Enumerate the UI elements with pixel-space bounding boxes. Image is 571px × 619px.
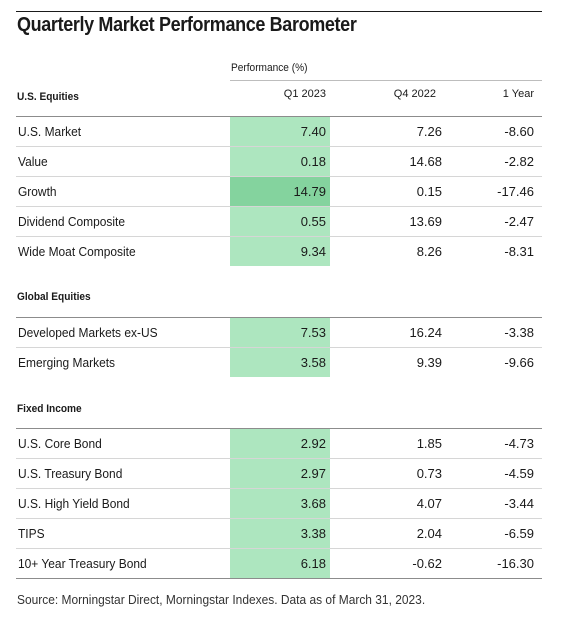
row-label: Dividend Composite xyxy=(18,214,126,229)
q1-highlight-cell xyxy=(230,318,330,347)
q1-highlight-cell xyxy=(230,489,330,518)
q4-value: 9.39 xyxy=(416,355,442,370)
row-divider xyxy=(16,146,542,147)
row-label: Value xyxy=(18,154,48,169)
q1-highlight-cell xyxy=(230,459,330,488)
table-row: Developed Markets ex-US 7.53 16.24 -3.38 xyxy=(16,318,542,348)
row-label: Developed Markets ex-US xyxy=(18,325,158,340)
one-year-value: -2.82 xyxy=(504,154,534,169)
q1-value: 14.79 xyxy=(293,184,326,199)
row-divider xyxy=(16,518,542,519)
performance-label: Performance (%) xyxy=(231,62,308,74)
q1-highlight-cell xyxy=(230,519,330,548)
table-row: Dividend Composite 0.55 13.69 -2.47 xyxy=(16,207,542,237)
q1-highlight-cell-strong xyxy=(230,177,330,206)
one-year-value: -6.59 xyxy=(504,526,534,541)
row-label: Growth xyxy=(18,184,57,199)
table-row: Wide Moat Composite 9.34 8.26 -8.31 xyxy=(16,237,542,267)
one-year-value: -3.44 xyxy=(504,496,534,511)
row-divider xyxy=(16,236,542,237)
q4-value: -0.62 xyxy=(412,556,442,571)
column-header-q1-2023: Q1 2023 xyxy=(283,88,326,100)
one-year-value: -9.66 xyxy=(504,355,534,370)
one-year-value: -3.38 xyxy=(504,325,534,340)
q4-value: 2.04 xyxy=(416,526,442,541)
q1-highlight-cell xyxy=(230,147,330,176)
q4-value: 8.26 xyxy=(416,244,442,259)
row-label: U.S. High Yield Bond xyxy=(18,496,130,511)
row-label: U.S. Market xyxy=(18,124,82,139)
q1-value: 3.68 xyxy=(300,496,326,511)
table-row: U.S. Core Bond 2.92 1.85 -4.73 xyxy=(16,429,542,459)
q1-highlight-cell xyxy=(230,549,330,578)
row-label: Wide Moat Composite xyxy=(18,244,136,259)
bottom-rule xyxy=(16,578,542,579)
q1-value: 0.55 xyxy=(300,214,326,229)
q1-highlight-cell xyxy=(230,207,330,236)
performance-rule xyxy=(230,80,542,81)
page-title: Quarterly Market Performance Barometer xyxy=(17,14,357,36)
section-header-us-equities: U.S. Equities xyxy=(17,91,79,103)
section-header-fixed-income: Fixed Income xyxy=(17,403,82,415)
one-year-value: -4.59 xyxy=(504,466,534,481)
source-note: Source: Morningstar Direct, Morningstar … xyxy=(17,592,426,607)
row-label: 10+ Year Treasury Bond xyxy=(18,556,147,571)
q1-highlight-cell xyxy=(230,237,330,266)
q1-value: 2.97 xyxy=(300,466,326,481)
one-year-value: -4.73 xyxy=(504,436,534,451)
q1-value: 6.18 xyxy=(300,556,326,571)
column-header-1-year: 1 Year xyxy=(502,88,534,100)
q4-value: 4.07 xyxy=(416,496,442,511)
q1-value: 3.58 xyxy=(300,355,326,370)
table-row: Emerging Markets 3.58 9.39 -9.66 xyxy=(16,348,542,378)
q4-value: 0.73 xyxy=(416,466,442,481)
q4-value: 13.69 xyxy=(409,214,442,229)
row-divider xyxy=(16,206,542,207)
section-header-global-equities: Global Equities xyxy=(17,291,91,303)
table-row: Value 0.18 14.68 -2.82 xyxy=(16,147,542,177)
q4-value: 14.68 xyxy=(409,154,442,169)
row-label: U.S. Treasury Bond xyxy=(18,466,123,481)
q1-value: 7.40 xyxy=(300,124,326,139)
table-row: TIPS 3.38 2.04 -6.59 xyxy=(16,519,542,549)
table-row: Growth 14.79 0.15 -17.46 xyxy=(16,177,542,207)
table-row: U.S. High Yield Bond 3.68 4.07 -3.44 xyxy=(16,489,542,519)
one-year-value: -16.30 xyxy=(497,556,534,571)
row-label: Emerging Markets xyxy=(18,355,116,370)
top-rule xyxy=(16,11,542,12)
q4-value: 7.26 xyxy=(416,124,442,139)
row-divider xyxy=(16,488,542,489)
row-divider xyxy=(16,548,542,549)
header-rule xyxy=(16,116,542,117)
section-rule xyxy=(16,317,542,318)
row-divider xyxy=(16,458,542,459)
q4-value: 1.85 xyxy=(416,436,442,451)
one-year-value: -8.60 xyxy=(504,124,534,139)
q1-value: 2.92 xyxy=(300,436,326,451)
table-row: U.S. Treasury Bond 2.97 0.73 -4.59 xyxy=(16,459,542,489)
q1-value: 9.34 xyxy=(300,244,326,259)
row-divider xyxy=(16,176,542,177)
table-row: 10+ Year Treasury Bond 6.18 -0.62 -16.30 xyxy=(16,549,542,579)
q1-value: 7.53 xyxy=(300,325,326,340)
q1-highlight-cell xyxy=(230,429,330,458)
table-row: U.S. Market 7.40 7.26 -8.60 xyxy=(16,117,542,147)
q1-highlight-cell xyxy=(230,117,330,146)
one-year-value: -17.46 xyxy=(497,184,534,199)
row-label: TIPS xyxy=(18,526,45,541)
q1-value: 0.18 xyxy=(300,154,326,169)
row-label: U.S. Core Bond xyxy=(18,436,102,451)
q4-value: 16.24 xyxy=(409,325,442,340)
one-year-value: -2.47 xyxy=(504,214,534,229)
one-year-value: -8.31 xyxy=(504,244,534,259)
q1-value: 3.38 xyxy=(300,526,326,541)
row-divider xyxy=(16,347,542,348)
q1-highlight-cell xyxy=(230,348,330,377)
section-rule xyxy=(16,428,542,429)
q4-value: 0.15 xyxy=(416,184,442,199)
column-header-q4-2022: Q4 2022 xyxy=(393,88,436,100)
